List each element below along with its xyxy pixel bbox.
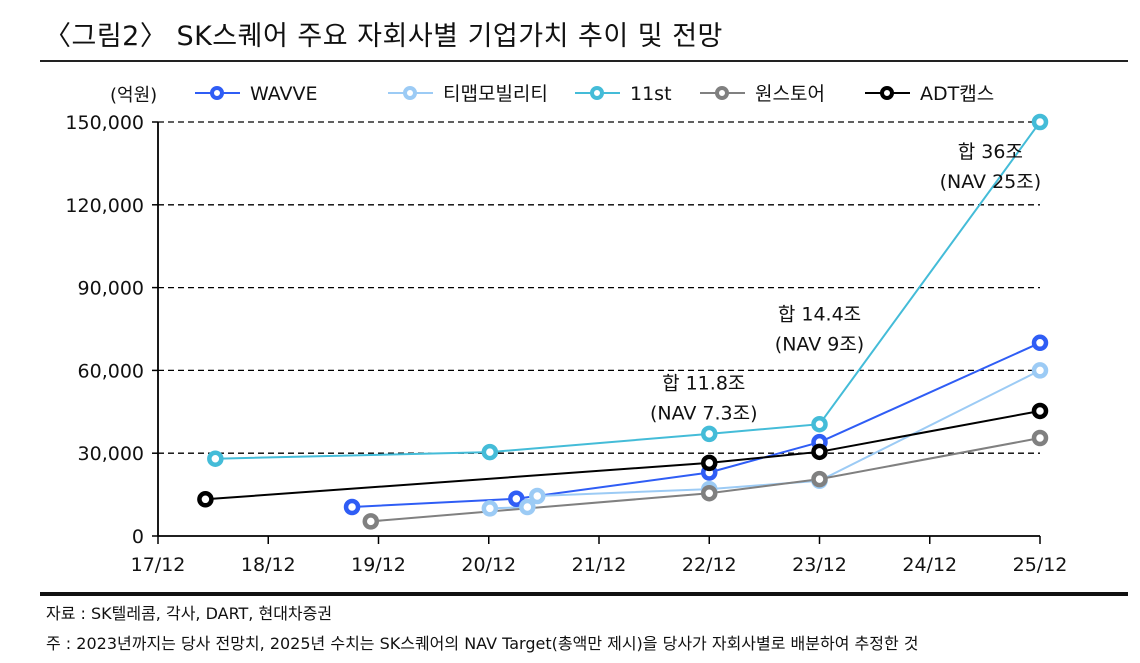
annotation-text: (NAV 25조) bbox=[940, 171, 1042, 193]
legend-label-4: ADT캡스 bbox=[920, 83, 994, 105]
data-point bbox=[529, 487, 546, 505]
data-point bbox=[1031, 113, 1049, 131]
data-point bbox=[701, 425, 718, 443]
y-tick-label: 120,000 bbox=[65, 195, 144, 217]
series-line-1 bbox=[489, 369, 1041, 510]
x-tick-label: 22/12 bbox=[682, 554, 737, 576]
x-tick-label: 19/12 bbox=[351, 554, 406, 576]
x-tick-label: 18/12 bbox=[241, 554, 296, 576]
x-tick-label: 21/12 bbox=[572, 554, 627, 576]
data-point bbox=[508, 490, 525, 507]
data-point bbox=[207, 450, 224, 467]
annotation-text: (NAV 7.3조) bbox=[650, 403, 758, 425]
x-tick-label: 25/12 bbox=[1013, 554, 1068, 576]
data-point bbox=[1031, 402, 1049, 420]
y-tick-label: 150,000 bbox=[65, 112, 144, 134]
legend-marker bbox=[590, 86, 604, 100]
data-point bbox=[519, 498, 536, 516]
legend-label-1: 티맵모빌리티 bbox=[443, 83, 548, 105]
series-line-4 bbox=[205, 409, 1041, 501]
annotation-text: (NAV 9조) bbox=[775, 334, 864, 356]
footnote: 주 : 2023년까지는 당사 전망치, 2025년 수치는 SK스퀘어의 NA… bbox=[46, 634, 919, 653]
data-point bbox=[197, 491, 214, 508]
x-tick-label: 20/12 bbox=[461, 554, 516, 576]
line-chart: 0 30,000 60,000 90,000 120,000 150,000 17/12 18… bbox=[65, 83, 1068, 576]
series-line-0 bbox=[351, 341, 1041, 509]
bottom-divider bbox=[40, 592, 1128, 596]
y-tick-label: 60,000 bbox=[78, 360, 144, 382]
series-line-3 bbox=[370, 437, 1041, 523]
data-point bbox=[1031, 429, 1049, 447]
x-tick-label: 23/12 bbox=[792, 554, 847, 576]
title-divider bbox=[40, 60, 1128, 62]
legend-label-3: 원스토어 bbox=[755, 83, 825, 105]
data-point bbox=[811, 470, 828, 488]
legend-label-0: WAVVE bbox=[250, 83, 318, 105]
data-point bbox=[1031, 362, 1049, 379]
data-point bbox=[481, 500, 499, 517]
data-point bbox=[701, 484, 718, 502]
x-tick-label: 17/12 bbox=[131, 554, 186, 576]
data-point bbox=[701, 454, 718, 472]
source-note: 자료 : SK텔레콤, 각사, DART, 현대차증권 bbox=[46, 604, 333, 623]
annotation-text: 합 36조 bbox=[958, 141, 1023, 163]
x-tick-label: 24/12 bbox=[902, 554, 957, 576]
legend-marker bbox=[210, 86, 224, 100]
y-tick-label: 30,000 bbox=[78, 443, 144, 465]
y-axis-unit: (억원) bbox=[110, 85, 157, 106]
legend-marker bbox=[403, 86, 417, 100]
legend-label-2: 11st bbox=[630, 83, 672, 105]
data-point bbox=[343, 498, 361, 516]
data-point bbox=[362, 513, 380, 530]
data-point bbox=[811, 443, 828, 461]
y-tick-label: 90,000 bbox=[78, 278, 144, 300]
y-tick-label: 0 bbox=[132, 526, 144, 548]
annotation-text: 합 11.8조 bbox=[662, 373, 745, 395]
data-point bbox=[481, 443, 499, 461]
data-point bbox=[811, 415, 828, 433]
legend-marker bbox=[715, 86, 729, 100]
annotation-text: 합 14.4조 bbox=[778, 304, 861, 326]
series-line-2 bbox=[215, 121, 1041, 460]
figure-title: 〈그림2〉 SK스퀘어 주요 자회사별 기업가치 추이 및 전망 bbox=[44, 21, 723, 52]
data-point bbox=[1031, 334, 1049, 352]
legend-marker bbox=[880, 86, 894, 100]
